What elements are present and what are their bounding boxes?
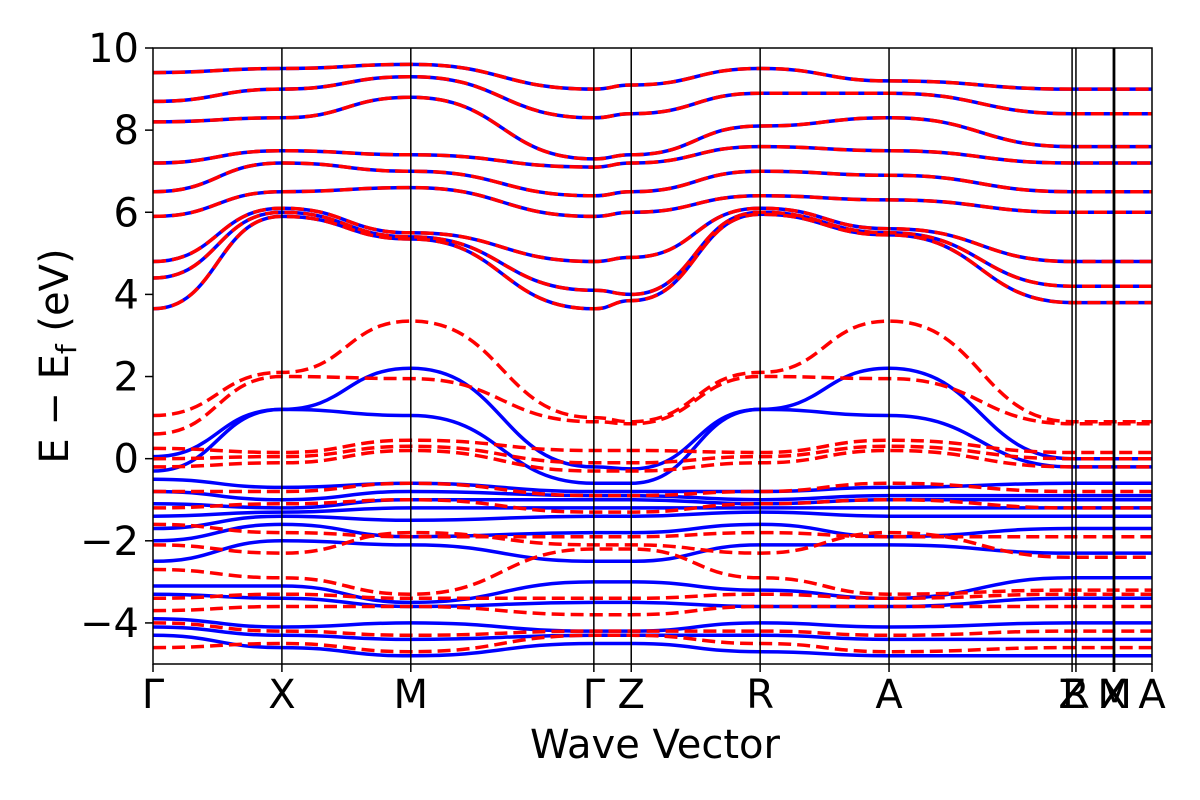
x-axis-label: Wave Vector [530, 722, 781, 768]
band-line-dashed [153, 438, 1152, 455]
band-line-dashed [153, 592, 1152, 601]
x-tick-label: X [268, 672, 295, 718]
y-axis-label-main: E − E [32, 354, 78, 464]
band-line-dashed [153, 319, 1152, 424]
x-tick-label: X [1100, 672, 1127, 718]
x-tick-label: A [1138, 672, 1166, 718]
band-line-dashed [153, 497, 1152, 514]
y-axis-label-subscript: f [50, 343, 83, 354]
y-tick-label: 10 [88, 26, 139, 72]
x-tick-label: A [875, 672, 903, 718]
band-line-dashed [153, 374, 1152, 436]
x-tick-label: Z [618, 672, 645, 718]
x-tick-label: M [394, 672, 429, 718]
y-ticks: −4 −2 0 2 4 6 8 10 [80, 26, 153, 647]
band-line-dashed [153, 481, 1152, 498]
band-line-solid [153, 522, 1152, 543]
band-line-dashed [153, 144, 1152, 169]
series-layer [153, 62, 1152, 658]
band-line-dashed [153, 444, 1152, 465]
band-line-dashed [153, 212, 1152, 311]
y-axis-label-unit: (eV) [32, 248, 78, 344]
y-tick-label: 0 [114, 437, 139, 483]
high-symmetry-lines [281, 48, 1116, 664]
band-line-dashed [153, 633, 1152, 654]
y-tick-label: 8 [114, 108, 139, 154]
y-tick-label: 2 [114, 355, 139, 401]
x-tick-label: Z [1058, 672, 1085, 718]
band-line-dashed [153, 522, 1152, 539]
y-tick-label: −2 [80, 519, 139, 565]
y-tick-label: 4 [114, 272, 139, 318]
band-line-dashed [153, 95, 1152, 161]
band-line-dashed [153, 604, 1152, 617]
band-line-solid [153, 212, 1152, 311]
x-tick-label: M [1097, 672, 1132, 718]
band-line-solid [153, 625, 1152, 642]
y-axis-label: E − Ef (eV) [32, 248, 83, 463]
x-tick-label: Γ [142, 672, 165, 718]
band-line-dashed [153, 448, 1152, 473]
y-tick-label: 6 [114, 190, 139, 236]
band-line-dashed [153, 621, 1152, 638]
x-tick-label: R [1062, 672, 1090, 718]
plot-frame [152, 47, 1153, 665]
band-line-solid [153, 592, 1152, 609]
x-ticks: Γ X M Γ Z R A ZR XM A [142, 664, 1166, 718]
x-tick-label: Γ [583, 672, 606, 718]
y-tick-label: −4 [80, 601, 139, 647]
band-line-solid [153, 366, 1152, 471]
x-tick-label: R [746, 672, 774, 718]
band-line-solid [153, 617, 1152, 633]
